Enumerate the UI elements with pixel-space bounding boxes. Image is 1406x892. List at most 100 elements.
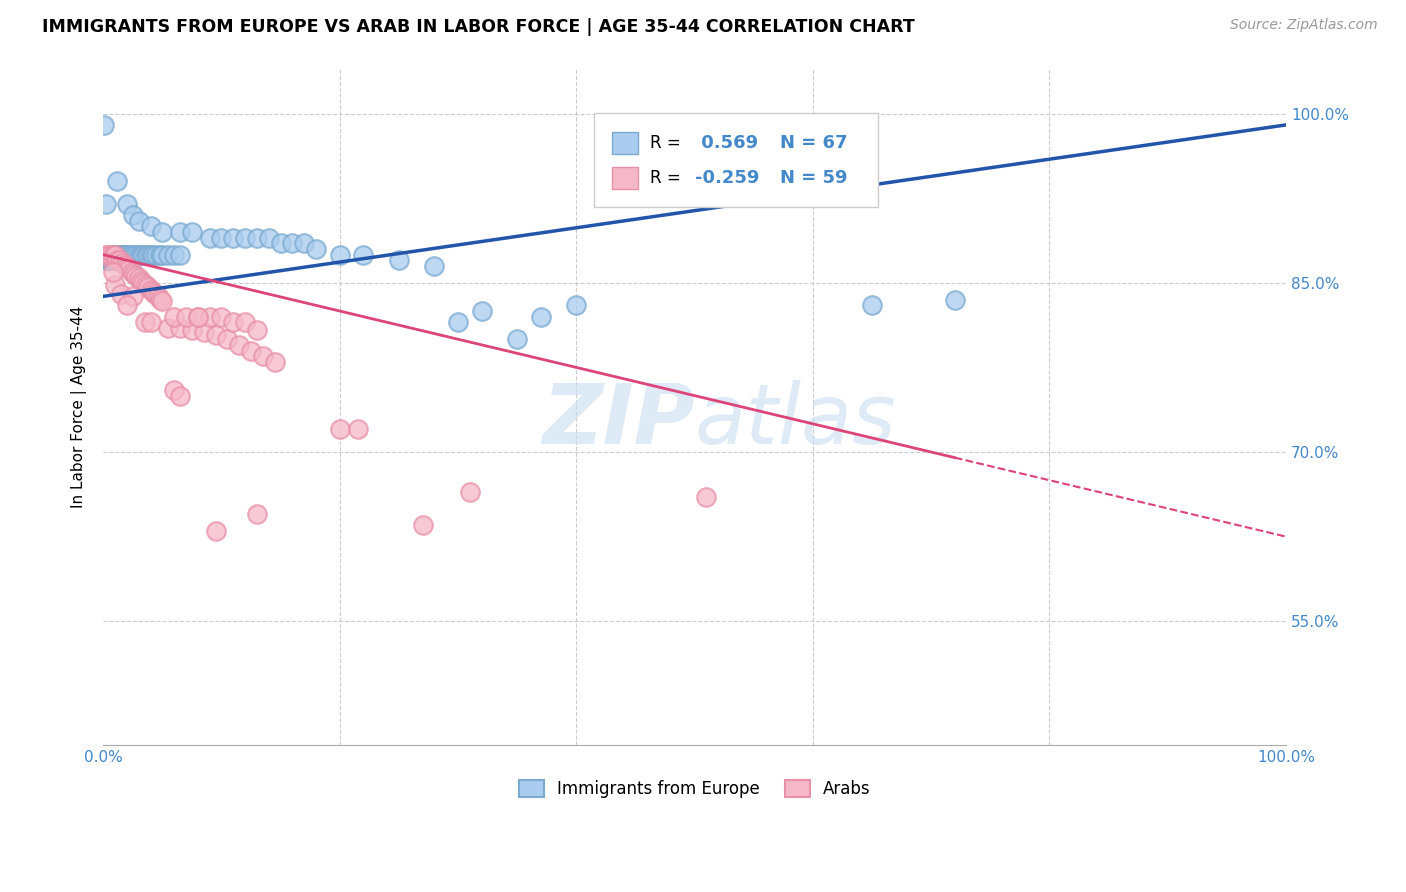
FancyBboxPatch shape <box>595 112 877 207</box>
Point <box>110 287 132 301</box>
Point <box>860 298 883 312</box>
Point <box>329 247 352 261</box>
Point <box>157 321 180 335</box>
Point <box>222 315 245 329</box>
Point <box>101 247 124 261</box>
Point <box>292 236 315 251</box>
Point <box>143 287 166 301</box>
Point <box>412 518 434 533</box>
Point <box>423 259 446 273</box>
Point <box>139 219 162 234</box>
Point <box>169 389 191 403</box>
Point <box>128 247 150 261</box>
Point <box>169 321 191 335</box>
Point <box>193 326 215 340</box>
Point <box>118 262 141 277</box>
Point <box>128 271 150 285</box>
Point <box>565 298 588 312</box>
Point <box>257 230 280 244</box>
Point <box>447 315 470 329</box>
Point <box>107 247 129 261</box>
Point <box>100 253 122 268</box>
Point <box>150 247 173 261</box>
Text: R =: R = <box>650 134 681 152</box>
Point <box>121 264 143 278</box>
Point <box>246 323 269 337</box>
Point <box>117 247 139 261</box>
Point <box>695 490 717 504</box>
Text: R =: R = <box>650 169 681 187</box>
Point <box>114 258 136 272</box>
Legend: Immigrants from Europe, Arabs: Immigrants from Europe, Arabs <box>512 773 877 805</box>
Point <box>139 315 162 329</box>
Point <box>388 253 411 268</box>
Point <box>281 236 304 251</box>
Point <box>139 283 162 297</box>
Point <box>217 332 239 346</box>
Point <box>240 343 263 358</box>
Point <box>530 310 553 324</box>
Point <box>270 236 292 251</box>
Point <box>107 174 129 188</box>
Point <box>132 276 155 290</box>
Point <box>110 247 132 261</box>
Point <box>135 278 157 293</box>
Text: IMMIGRANTS FROM EUROPE VS ARAB IN LABOR FORCE | AGE 35-44 CORRELATION CHART: IMMIGRANTS FROM EUROPE VS ARAB IN LABOR … <box>42 18 915 36</box>
FancyBboxPatch shape <box>612 168 638 189</box>
Point <box>94 197 117 211</box>
Point <box>146 289 169 303</box>
Point <box>187 310 209 324</box>
Text: ZIP: ZIP <box>541 380 695 461</box>
Point <box>149 292 172 306</box>
Point <box>943 293 966 307</box>
Point <box>107 247 129 261</box>
Point <box>163 247 186 261</box>
Point <box>180 323 202 337</box>
Point <box>169 225 191 239</box>
Point <box>122 267 145 281</box>
Text: atlas: atlas <box>695 380 896 461</box>
Point <box>180 225 202 239</box>
Point <box>129 274 152 288</box>
Point <box>114 247 136 261</box>
Text: N = 59: N = 59 <box>780 169 848 187</box>
Point <box>103 247 125 261</box>
Point <box>136 247 159 261</box>
Point <box>228 338 250 352</box>
Point <box>94 247 117 261</box>
Point <box>115 260 138 274</box>
Point <box>211 230 233 244</box>
Text: -0.259: -0.259 <box>695 169 759 187</box>
Point <box>128 214 150 228</box>
Text: 0.569: 0.569 <box>695 134 758 152</box>
Point <box>107 253 129 268</box>
Point <box>98 253 121 268</box>
Point <box>98 247 121 261</box>
Point <box>163 383 186 397</box>
Point <box>252 349 274 363</box>
Point <box>115 247 138 261</box>
Point <box>263 355 285 369</box>
Point <box>204 327 226 342</box>
Point <box>98 253 121 268</box>
Point <box>233 230 256 244</box>
Point <box>115 197 138 211</box>
Point <box>169 247 191 261</box>
Point <box>121 247 143 261</box>
Point <box>112 247 135 261</box>
Point <box>105 247 128 261</box>
Point <box>108 253 131 268</box>
Point <box>246 230 269 244</box>
Point <box>145 247 167 261</box>
Point <box>305 242 328 256</box>
Point <box>97 247 120 261</box>
Point <box>458 484 481 499</box>
Point <box>149 247 172 261</box>
Point <box>125 247 148 261</box>
Point <box>246 507 269 521</box>
Point <box>150 293 173 308</box>
Point <box>114 247 136 261</box>
Point <box>104 247 127 261</box>
Point <box>125 268 148 283</box>
Text: Source: ZipAtlas.com: Source: ZipAtlas.com <box>1230 18 1378 32</box>
